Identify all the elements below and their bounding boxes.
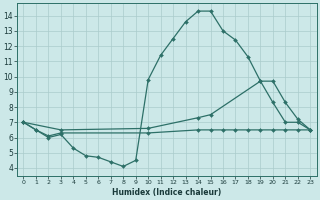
X-axis label: Humidex (Indice chaleur): Humidex (Indice chaleur) bbox=[112, 188, 221, 197]
